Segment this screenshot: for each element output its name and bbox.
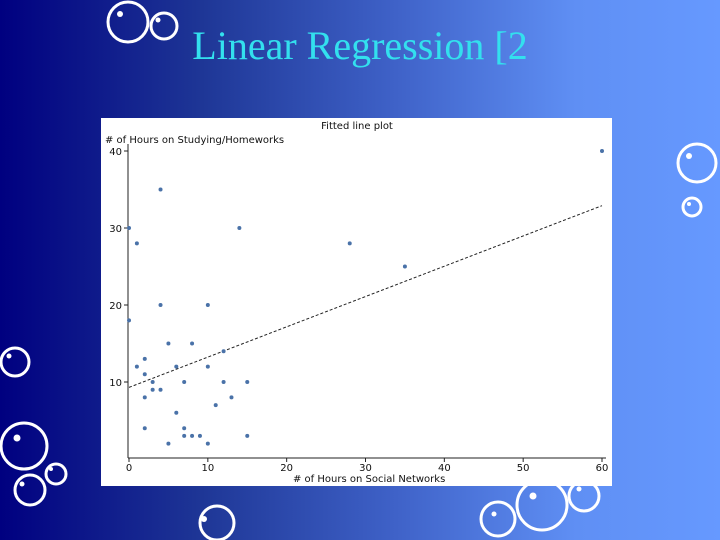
x-axis-label: # of Hours on Social Networks <box>293 474 445 485</box>
data-point <box>134 241 139 246</box>
data-point <box>150 387 155 392</box>
data-point <box>205 364 210 369</box>
point-group <box>127 149 604 446</box>
bubble-icon <box>198 504 236 540</box>
data-point <box>158 387 163 392</box>
data-point <box>221 380 226 384</box>
slide-title: Linear Regression [2 <box>192 23 528 68</box>
bubble-icon <box>681 196 703 218</box>
data-point <box>213 403 218 408</box>
bubble-dot-icon <box>687 202 691 206</box>
data-point <box>190 341 195 346</box>
x-tick-label: 40 <box>438 463 451 474</box>
bubble-dot-icon <box>201 516 207 522</box>
data-point <box>182 433 187 438</box>
data-point <box>158 303 163 307</box>
data-point <box>150 380 155 384</box>
bubble-icon <box>479 500 517 538</box>
data-point <box>142 395 147 400</box>
data-point <box>182 426 187 431</box>
data-point <box>142 426 147 431</box>
data-point <box>205 303 210 307</box>
x-tick-label: 50 <box>517 463 530 474</box>
y-axis-label: # of Hours on Studying/Homeworks <box>105 135 284 146</box>
bubble-icon <box>0 421 49 471</box>
data-point <box>134 364 139 369</box>
y-tick-label: 10 <box>109 378 122 389</box>
tick-group: 0 10 20 30 40 50 60 10 20 30 40 <box>109 147 608 474</box>
data-point <box>229 395 234 400</box>
chart-panel: Fitted line plot # of Hours on Studying/… <box>101 118 612 486</box>
scatter-chart: Fitted line plot # of Hours on Studying/… <box>105 121 608 485</box>
bubble-icon <box>13 473 47 507</box>
chart-title: Fitted line plot <box>321 121 393 132</box>
x-tick-label: 30 <box>359 463 372 474</box>
bubble-dot-icon <box>13 434 21 442</box>
data-point <box>237 226 242 230</box>
x-tick-label: 20 <box>280 463 293 474</box>
data-point <box>221 349 226 354</box>
data-point <box>142 372 147 377</box>
data-point <box>245 380 250 384</box>
y-tick-label: 30 <box>109 224 122 235</box>
x-tick-label: 60 <box>596 463 609 474</box>
bubble-dot-icon <box>529 492 537 500</box>
bubble-dot-icon <box>491 511 497 517</box>
bubble-icon <box>0 346 31 378</box>
x-tick-label: 0 <box>126 463 132 474</box>
regression-line <box>128 205 603 388</box>
y-tick-label: 20 <box>109 301 122 312</box>
bubble-dot-icon <box>49 467 53 471</box>
y-tick-label: 40 <box>109 147 122 158</box>
bubble-dot-icon <box>686 153 692 159</box>
data-point <box>190 433 195 438</box>
bubble-icon <box>44 462 68 486</box>
data-point <box>600 149 604 153</box>
data-point <box>205 441 210 446</box>
bubble-dot-icon <box>6 353 12 359</box>
data-point <box>166 441 171 446</box>
data-point <box>174 364 179 369</box>
bubble-icon <box>676 142 718 184</box>
data-point <box>245 433 250 438</box>
data-point <box>142 356 147 361</box>
data-point <box>402 264 407 269</box>
data-point <box>166 341 171 346</box>
data-point <box>197 433 202 438</box>
x-tick-label: 10 <box>201 463 214 474</box>
bubble-dot-icon <box>117 11 123 17</box>
data-point <box>127 318 131 323</box>
data-point <box>347 241 352 246</box>
data-point <box>127 226 131 230</box>
bubble-dot-icon <box>19 481 25 487</box>
data-point <box>174 410 179 415</box>
bubble-dot-icon <box>576 486 582 492</box>
bubble-icon <box>515 478 569 532</box>
data-point <box>182 380 187 384</box>
data-point <box>158 187 163 192</box>
